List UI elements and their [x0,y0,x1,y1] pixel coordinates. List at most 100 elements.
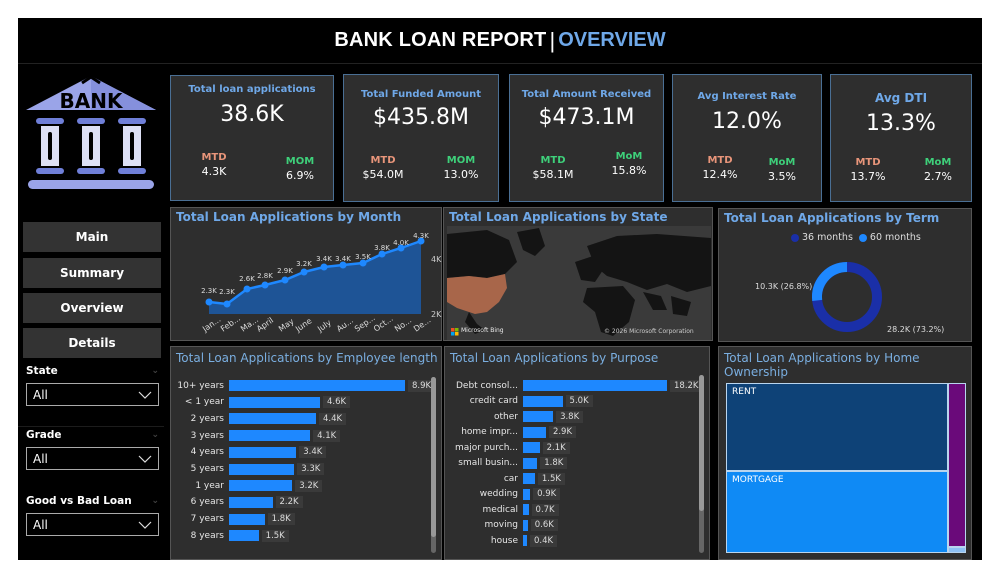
donut-label-60: 10.3K (26.8%) [755,282,813,291]
bar[interactable] [523,473,535,484]
svg-text:Au...: Au... [335,316,355,334]
mtd-value: $58.1M [532,168,574,181]
bar-row[interactable]: major purch... 2.1K [445,441,570,454]
bar[interactable] [523,519,528,531]
legend-60-label[interactable]: 60 months [869,232,921,243]
treemap-cell-mortgage[interactable]: MORTGAGE [726,471,948,553]
applications-by-term-donut[interactable]: Total Loan Applications by Term 36 month… [718,208,972,342]
applications-by-state-map[interactable]: Total Loan Applications by State Microso… [443,207,713,341]
bar-category-label: Debt consol... [455,380,518,391]
bar[interactable] [523,504,529,515]
bar-row[interactable]: 2 years 4.4K [171,412,347,425]
svg-text:2K: 2K [431,310,442,319]
bar[interactable] [229,446,297,458]
mtd-label: MTD [201,152,227,163]
svg-text:3.2K: 3.2K [296,260,312,268]
bar-row[interactable]: house 0.4K [445,534,558,547]
grade-slicer-label: Grade [26,429,62,441]
bar-row[interactable]: 3 years 4.1K [171,429,341,442]
bar-row[interactable]: moving 0.6K [445,519,558,532]
svg-text:2.6K: 2.6K [239,275,255,283]
bar[interactable] [523,488,531,500]
scrollbar-thumb[interactable] [699,375,704,511]
bar[interactable] [523,535,527,546]
grade-slicer: Grade ⌄ All [26,429,159,470]
legend-36-swatch [791,233,799,242]
svg-text:3.5K: 3.5K [355,253,371,261]
bar-row[interactable]: small busin... 1.8K [445,457,568,470]
scrollbar[interactable] [431,377,436,553]
treemap-cell-other[interactable] [948,547,966,553]
svg-text:3.4K: 3.4K [335,255,351,263]
bar[interactable] [229,496,273,508]
bar[interactable] [229,480,293,492]
mom-value: 13.0% [443,168,479,181]
bar[interactable] [523,442,540,453]
bar[interactable] [523,457,538,469]
bar-row[interactable]: credit card 5.0K [445,395,593,408]
bar[interactable] [229,513,265,525]
collapse-chevron-icon[interactable]: ⌄ [151,366,159,376]
bar-value-label: 1.8K [540,457,568,469]
bar-row[interactable]: Debt consol... 18.2K [445,379,703,392]
bar-value-label: 3.2K [295,479,323,492]
chart-title: Total Loan Applications by Employee leng… [176,351,438,365]
area-chart-plot: 2.3K 2.3K 2.6K 2.8K 2.9K3.2K 3.4K 3.4K 3.5K3.… [200,232,442,334]
chart-title: Total Loan Applications by Home Ownershi… [724,351,920,379]
bar-row[interactable]: 10+ years 8.9K [171,379,436,392]
bar[interactable] [523,411,554,422]
bar-category-label: house [490,535,518,546]
bar[interactable] [229,463,295,475]
treemap-cell-rent[interactable]: RENT [726,383,948,471]
bar[interactable] [229,430,311,442]
nav-summary-button[interactable]: Summary [23,258,161,288]
bar-row[interactable]: home impr... 2.9K [445,426,577,439]
bar[interactable] [229,396,320,408]
bar-row[interactable]: 4 years 3.4K [171,446,327,459]
kpi-title: Total loan applications [188,84,316,95]
bar-row[interactable]: wedding 0.9K [445,488,561,501]
bar-row[interactable]: < 1 year 4.6K [171,396,351,409]
bar-row[interactable]: other 3.8K [445,410,584,423]
bar-row[interactable]: 7 years 1.8K [171,513,295,526]
collapse-chevron-icon[interactable]: ⌄ [151,496,159,506]
bar[interactable] [229,530,259,542]
bar-row[interactable]: 1 year 3.2K [171,479,323,492]
applications-by-purpose-chart[interactable]: Total Loan Applications by Purpose Debt … [444,346,710,560]
bar-row[interactable]: 6 years 2.2K [171,496,303,509]
nav-main-button[interactable]: Main [23,222,161,252]
bar[interactable] [523,380,667,391]
bar-value-label: 2.2K [275,496,303,509]
bar-category-label: moving [484,520,518,530]
applications-by-month-chart[interactable]: Total Loan Applications by Month 2.3K 2.3… [170,207,442,341]
scrollbar[interactable] [699,375,704,553]
bar[interactable] [229,413,316,425]
svg-text:Jan...: Jan... [200,315,222,334]
applications-by-home-ownership-treemap[interactable]: Total Loan Applications by Home Ownershi… [718,346,972,560]
kpi-value: $473.1M [538,105,635,130]
legend-60-swatch [858,233,867,242]
bank-logo-icon: BANK [24,68,158,198]
nav-overview-button[interactable]: Overview [23,293,161,323]
mom-label: MoM [615,151,643,162]
grade-dropdown[interactable]: All [26,447,159,470]
bar-row[interactable]: 5 years 3.3K [171,463,325,476]
map-copyright[interactable]: © 2026 Microsoft Corporation [604,328,694,335]
bar[interactable] [229,380,405,391]
legend-36-label[interactable]: 36 months [802,232,853,243]
bar-category-label: 6 years [190,497,224,508]
treemap-cell-own[interactable] [948,383,966,547]
applications-by-employee-length-chart[interactable]: Total Loan Applications by Employee leng… [170,346,442,560]
nav-details-button[interactable]: Details [23,328,161,358]
bar[interactable] [523,426,546,438]
good-bad-loan-dropdown[interactable]: All [26,513,159,536]
bar[interactable] [523,395,563,407]
scrollbar-thumb[interactable] [431,377,436,537]
bing-logo: Microsoft Bing [461,327,504,334]
state-dropdown[interactable]: All [26,383,159,406]
bar-category-label: 1 year [195,480,224,491]
bar-row[interactable]: 8 years 1.5K [171,529,289,542]
collapse-chevron-icon[interactable]: ⌄ [151,430,159,440]
bar-row[interactable]: medical 0.7K [445,503,559,516]
bar-row[interactable]: car 1.5K [445,472,565,485]
